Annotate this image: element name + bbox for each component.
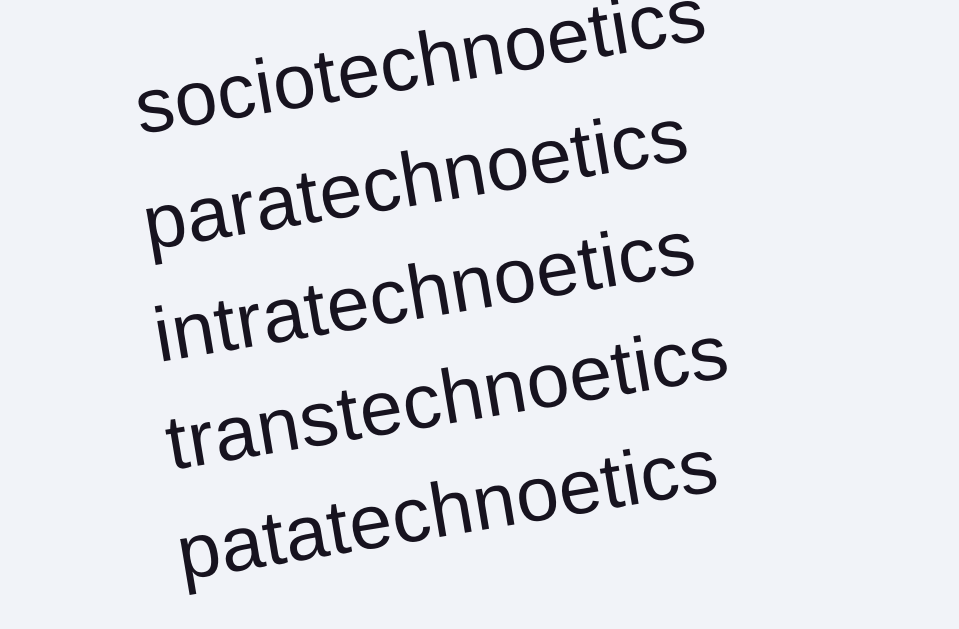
word-list: sociotechnoetics paratechnoetics intrate…: [128, 0, 734, 597]
